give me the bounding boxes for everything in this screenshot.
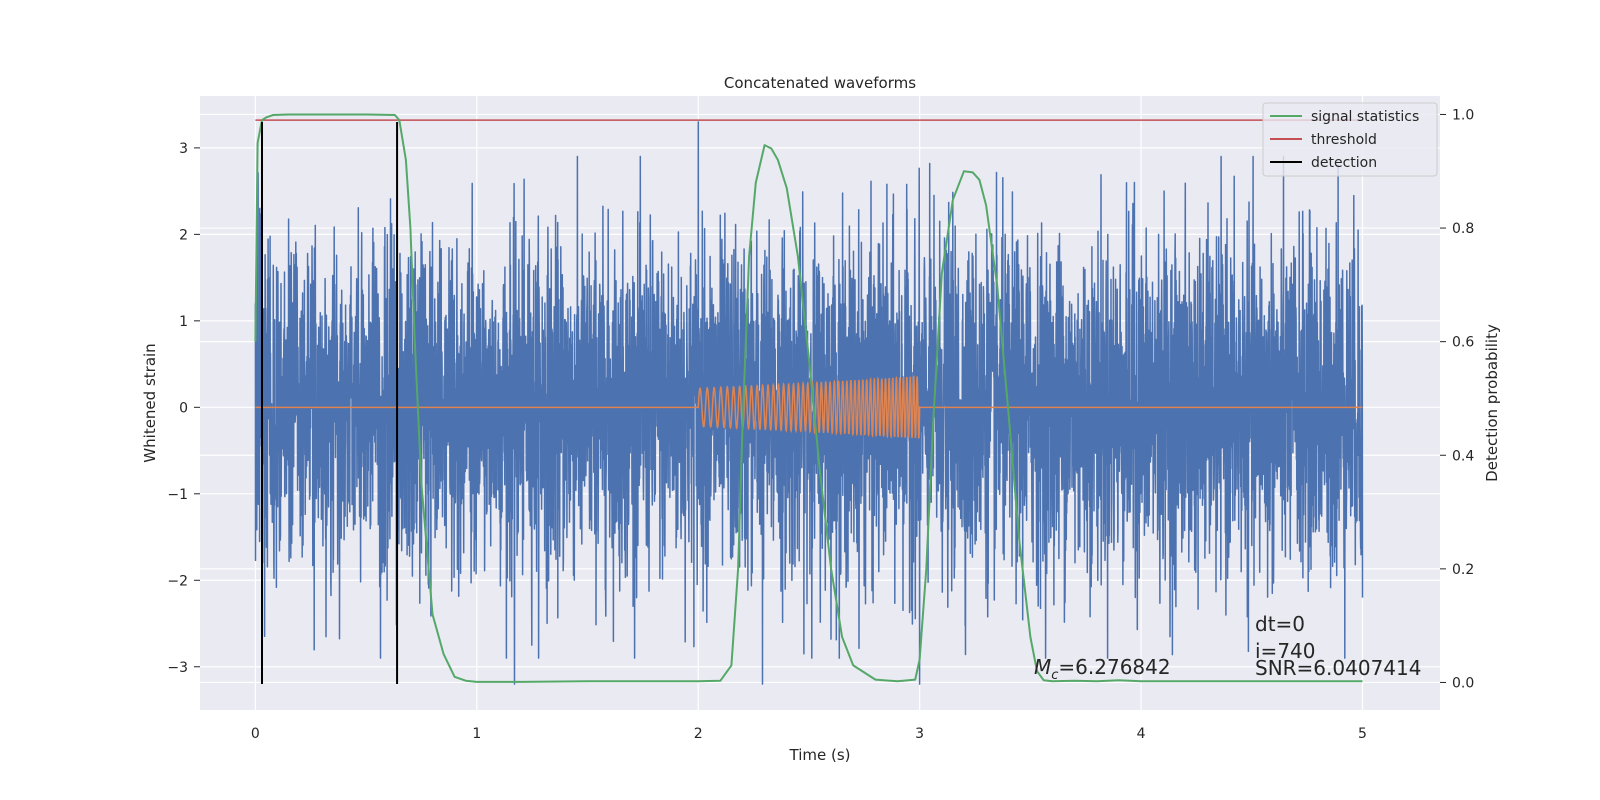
legend-label-signal-statistics: signal statistics <box>1311 109 1419 125</box>
y2-tick-label: 0.6 <box>1452 335 1474 351</box>
y-tick-label: 1 <box>179 314 188 330</box>
mc-subscript: c <box>1051 668 1058 683</box>
mc-value: =6.276842 <box>1058 655 1170 679</box>
series-layer <box>254 113 1364 685</box>
annotation-snr: SNR=6.0407414 <box>1255 656 1421 680</box>
y-tick-label: −3 <box>167 660 188 676</box>
y2-tick-label: 0.4 <box>1452 448 1474 464</box>
y-tick-label: −1 <box>167 487 188 503</box>
y2-tick-label: 0.0 <box>1452 675 1474 691</box>
x-tick-label: 2 <box>694 726 703 742</box>
chart-title: Concatenated waveforms <box>724 74 916 92</box>
x-tick-label: 1 <box>472 726 481 742</box>
y2-tick-label: 0.2 <box>1452 562 1474 578</box>
y-tick-label: 0 <box>179 400 188 416</box>
annotation-mc: Mc=6.276842 <box>1034 655 1171 683</box>
svg-text:Mc=6.276842: Mc=6.276842 <box>1034 655 1171 683</box>
x-tick-label: 3 <box>915 726 924 742</box>
annotation-dt: dt=0 <box>1255 612 1305 636</box>
x-tick-label: 4 <box>1137 726 1146 742</box>
series-injected-waveform <box>255 375 1363 440</box>
y2-axis-ticks: 0.0 0.2 0.4 0.6 0.8 1.0 <box>1440 107 1474 691</box>
x-axis-label: Time (s) <box>789 746 851 764</box>
x-axis-ticks: 0 1 2 3 4 5 <box>251 726 1367 742</box>
y2-axis-label: Detection probability <box>1483 324 1501 482</box>
series-signal-statistics <box>254 113 1363 683</box>
y2-tick-label: 0.8 <box>1452 221 1474 237</box>
x-tick-label: 0 <box>251 726 260 742</box>
mc-symbol: M <box>1034 655 1051 679</box>
annotation-i: i=740 <box>1255 639 1316 663</box>
y-tick-label: −2 <box>167 573 188 589</box>
legend-label-threshold: threshold <box>1311 132 1377 148</box>
legend: signal statistics threshold detection <box>1262 102 1438 177</box>
y-tick-label: 2 <box>179 227 188 243</box>
x-tick-label: 5 <box>1358 726 1367 742</box>
y-axis-ticks: −3 −2 −1 0 1 2 3 <box>167 141 200 676</box>
legend-box <box>1262 102 1438 177</box>
y2-tick-label: 1.0 <box>1452 107 1474 123</box>
y-axis-label: Whitened strain <box>141 343 159 462</box>
y-tick-label: 3 <box>179 141 188 157</box>
legend-label-detection: detection <box>1311 155 1377 171</box>
